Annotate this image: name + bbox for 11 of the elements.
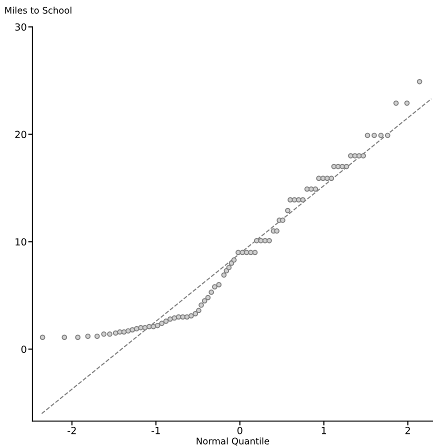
x-axis-title: Normal Quantile [196,437,270,446]
x-tick-label: 0 [237,426,242,434]
x-tick-label: 1 [322,426,326,434]
x-tick-label: -2 [68,426,76,434]
x-tick-label: 2 [405,426,410,434]
y-tick-label: 30 [15,23,26,31]
y-tick-label: 10 [16,238,26,246]
x-tick-label: -1 [152,426,160,434]
y-axis-title: Miles to School [5,6,72,14]
y-tick-label: 20 [15,130,26,138]
y-tick-label: 0 [21,346,26,353]
